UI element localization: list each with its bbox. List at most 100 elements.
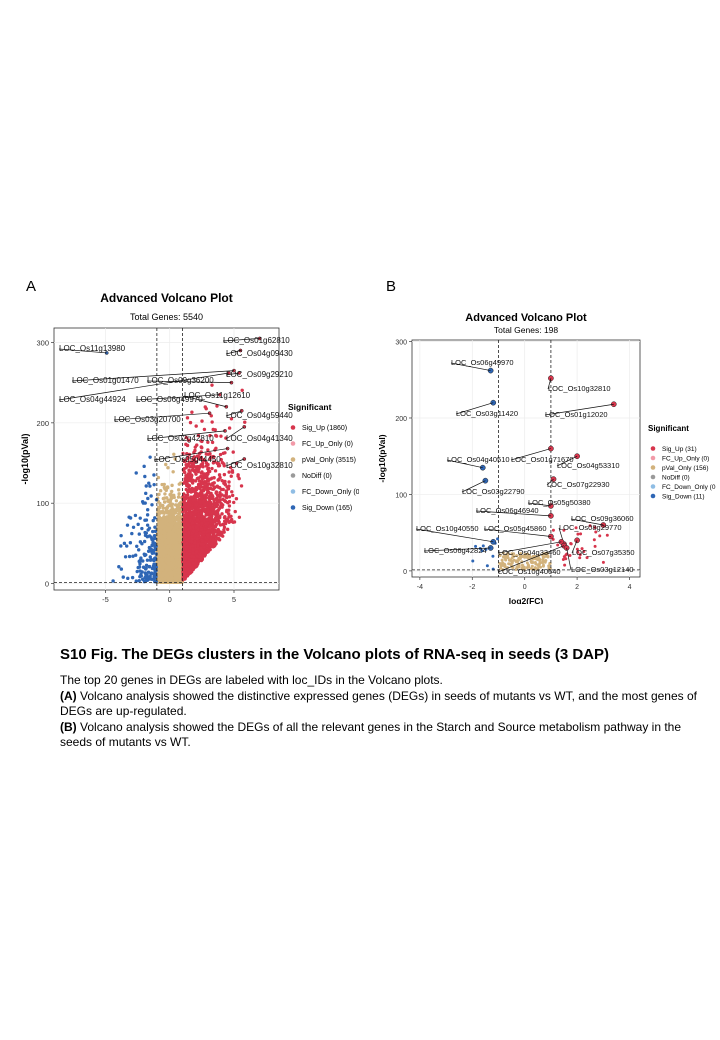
chart0-point-pval-only: [161, 506, 165, 510]
chart0-point-pval-only: [162, 577, 167, 581]
chart0-point-pval-only: [166, 466, 170, 470]
chart0-point-pval-only: [157, 492, 161, 497]
chart0-point-pval-only: [175, 576, 180, 580]
chart0-point-pval-only: [178, 560, 182, 564]
chart0-point-pval-only: [163, 492, 167, 496]
chart0-point-pval-only: [168, 548, 172, 552]
chart0-point-sig-up: [229, 417, 234, 421]
chart0-point-sig-up: [225, 527, 230, 532]
chart0-point-sig-up: [182, 466, 187, 471]
chart0-point-pval-only: [162, 562, 166, 566]
chart0-point-sig-up: [232, 500, 236, 505]
chart0-point-pval-only: [167, 529, 172, 534]
chart0-point-pval-only: [160, 518, 165, 523]
chart0-point-sig-up: [204, 461, 209, 465]
chart0-point-sig-up: [223, 499, 228, 504]
chart0-point-pval-only: [171, 470, 175, 474]
chart0-point-sig-up: [232, 520, 237, 524]
chart0-point-pval-only: [165, 516, 169, 520]
chart0-point-sig-up: [212, 455, 216, 459]
chart0-point-pval-only: [164, 580, 168, 584]
chart0-point-sig-up: [184, 487, 188, 492]
chart0-point-pval-only: [172, 541, 176, 545]
chart0-point-pval-only: [162, 485, 167, 490]
chart0-point-pval-only: [177, 492, 181, 496]
chart0-point-sig-up: [231, 450, 235, 454]
chart0-point-sig-up: [218, 515, 222, 520]
chart0-point-pval-only: [172, 537, 176, 541]
chart0-point-sig-up: [200, 419, 204, 423]
chart0-point-sig-up: [209, 536, 213, 541]
chart0-point-sig-up: [192, 455, 197, 460]
chart0-point-pval-only: [158, 546, 163, 550]
chart0-point-sig-up: [210, 383, 214, 387]
chart0-point-pval-only: [157, 516, 162, 521]
chart0-point-pval-only: [168, 512, 172, 516]
chart0-point-pval-only: [172, 452, 176, 456]
chart0-point-sig-up: [202, 472, 206, 477]
chart0-point-pval-only: [159, 552, 163, 557]
chart0-point-sig-up: [237, 515, 242, 519]
chart0-point-sig-up: [182, 469, 186, 473]
chart0-point-sig-up: [186, 438, 191, 442]
chart0-point-pval-only: [177, 557, 182, 561]
chart0-point-sig-up: [209, 486, 213, 491]
chart0-point-sig-up: [200, 489, 205, 493]
chart0-point-pval-only: [162, 482, 166, 487]
chart0-point-sig-up: [214, 433, 218, 438]
chart0-point-sig-up: [225, 495, 229, 500]
chart0-point-sig-up: [227, 426, 232, 430]
chart0-point-pval-only: [176, 495, 181, 499]
chart0-point-pval-only: [166, 565, 170, 569]
chart0-point-pval-only: [175, 525, 179, 529]
chart0-point-pval-only: [165, 574, 170, 578]
chart0-point-pval-only: [176, 563, 181, 568]
chart0-point-sig-up: [215, 404, 219, 408]
chart0-point-sig-up: [219, 457, 223, 462]
chart0-point-pval-only: [177, 520, 182, 524]
chart0-point-sig-up: [218, 486, 222, 490]
chart0-point-sig-up: [227, 495, 232, 499]
chart0-point-pval-only: [169, 489, 174, 494]
chart0-point-pval-only: [167, 526, 171, 530]
chart0-point-sig-up: [204, 452, 209, 456]
chart0-point-sig-up: [203, 493, 208, 497]
chart0-point-pval-only: [166, 509, 170, 514]
chart0-point-sig-up: [217, 462, 221, 466]
chart0-point-sig-up: [220, 512, 224, 516]
chart0-point-sig-up: [240, 388, 244, 392]
chart0-point-pval-only: [156, 475, 161, 480]
chart0-point-pval-only: [164, 488, 168, 493]
chart0-point-sig-up: [230, 493, 235, 498]
chart0-point-pval-only: [174, 546, 178, 550]
chart0-point-sig-up: [221, 497, 225, 502]
chart0-point-sig-up: [227, 504, 232, 508]
chart0-point-pval-only: [166, 550, 171, 555]
chart0-point-sig-up: [199, 450, 203, 454]
chart0-point-pval-only: [162, 496, 167, 500]
chart0-point-pval-only: [168, 493, 172, 497]
chart0-point-sig-up: [239, 484, 244, 488]
chart0-point-sig-up: [224, 489, 229, 493]
chart0-point-sig-up: [211, 524, 215, 529]
chart0-point-pval-only: [157, 567, 161, 572]
chart0-point-pval-only: [178, 530, 183, 534]
chart0-point-sig-up: [210, 466, 214, 471]
chart0-point-pval-only: [158, 535, 163, 540]
chart0-point-pval-only: [166, 576, 170, 581]
chart0-point-pval-only: [175, 555, 179, 559]
chart0-point-pval-only: [176, 543, 180, 548]
chart0-point-pval-only: [160, 511, 164, 515]
chart0-point-pval-only: [167, 545, 172, 549]
chart0-point-sig-up: [237, 476, 241, 481]
chart0-point-sig-up: [230, 490, 234, 494]
chart0-point-pval-only: [177, 538, 182, 542]
chart0-point-sig-up: [228, 465, 233, 470]
chart0-point-pval-only: [161, 565, 165, 570]
chart0-point-sig-up: [190, 486, 194, 491]
chart0-point-sig-up: [188, 519, 192, 523]
chart0-point-pval-only: [164, 558, 168, 562]
chart0-point-sig-up: [218, 452, 223, 457]
chart0-point-pval-only: [174, 499, 179, 503]
chart0-point-pval-only: [169, 536, 173, 540]
